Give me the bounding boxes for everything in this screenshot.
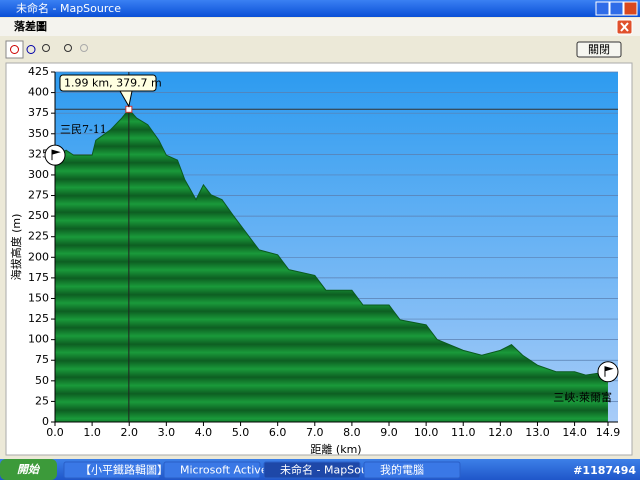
y-tick-label: 150	[28, 291, 49, 304]
x-tick-label: 4.0	[195, 426, 213, 439]
y-tick-label: 225	[28, 230, 49, 243]
x-tick-label: 7.0	[306, 426, 324, 439]
x-axis-label: 距離 (km)	[310, 442, 361, 456]
toolbar	[5, 40, 88, 59]
start-button[interactable]	[0, 459, 57, 480]
x-tick-label: 3.0	[158, 426, 176, 439]
window-titlebar	[0, 0, 640, 17]
taskbar-item-label: 【小平鐵路輯圖】...	[80, 463, 179, 477]
y-tick-label: 100	[28, 333, 49, 346]
tooltip-text: 1.99 km, 379.7 m	[64, 77, 162, 90]
taskbar-item[interactable]	[363, 461, 461, 479]
x-tick-label: 8.0	[343, 426, 361, 439]
taskbar-item[interactable]	[163, 461, 261, 479]
maximize[interactable]	[609, 1, 624, 16]
x-tick-label: 5.0	[232, 426, 250, 439]
dialog-title: 落差圖	[14, 19, 47, 33]
x-tick-label: 11.0	[451, 426, 476, 439]
minimize[interactable]	[595, 1, 610, 16]
y-axis-label: 海拔高度 (m)	[9, 214, 23, 281]
waypoint-label: 三峽:萊爾富	[553, 390, 612, 404]
y-tick-label: 75	[35, 353, 49, 366]
x-tick-label: 13.0	[525, 426, 550, 439]
y-tick-label: 250	[28, 209, 49, 222]
taskbar-item[interactable]	[63, 461, 161, 479]
taskbar-item[interactable]	[263, 461, 361, 479]
taskbar-item-label: 未命名 - MapSource	[280, 463, 385, 477]
waypoint-flag	[44, 144, 66, 166]
y-tick-label: 50	[35, 374, 49, 387]
tool-pan[interactable]	[26, 45, 36, 54]
tool-select[interactable]	[5, 40, 24, 59]
tool-zoom[interactable]	[42, 44, 50, 52]
y-tick-label: 400	[28, 86, 49, 99]
y-tick-label: 350	[28, 127, 49, 140]
tool-zoom-in[interactable]	[64, 44, 72, 52]
y-tick-label: 125	[28, 312, 49, 325]
watermark: #1187494	[573, 464, 636, 477]
window-title: 未命名 - MapSource	[16, 1, 121, 15]
y-tick-label: 0	[42, 415, 49, 428]
x-tick-label: 6.0	[269, 426, 287, 439]
x-tick-label: 9.0	[380, 426, 398, 439]
y-tick-label: 325	[28, 147, 49, 160]
waypoint-label: 三民7-11	[60, 123, 107, 136]
plot: 0 25 50 75 100 125 150 175 200 225 250 275 300 325 350…	[28, 65, 620, 439]
y-tick-label: 25	[35, 394, 49, 407]
close-icon	[620, 22, 629, 32]
taskbar-item-label: 我的電腦	[380, 463, 424, 477]
flag-icon	[51, 149, 61, 161]
tool-icon	[10, 45, 19, 54]
x-tick-label: 14.9	[596, 426, 621, 439]
tooltip-box	[59, 74, 157, 92]
y-tick-label: 200	[28, 250, 49, 263]
y-tick-label: 375	[28, 106, 49, 119]
start-label: 開始	[17, 463, 41, 476]
y-tick-label: 175	[28, 271, 49, 284]
elevation-area	[55, 109, 608, 423]
x-tick-label: 1.0	[83, 426, 101, 439]
y-tick-label: 300	[28, 168, 49, 181]
x-tick-label: 14.0	[562, 426, 587, 439]
x-tick-label: 0.0	[46, 426, 64, 439]
tool-zoom-out[interactable]	[80, 44, 88, 52]
y-tick-label: 425	[28, 65, 49, 78]
close-window[interactable]	[623, 1, 638, 16]
y-tick-label: 275	[28, 189, 49, 202]
flag-icon	[604, 366, 614, 377]
x-tick-label: 10.0	[414, 426, 439, 439]
tooltip-pointer	[119, 90, 133, 108]
x-tick-label: 12.0	[488, 426, 513, 439]
x-tick-label: 2.0	[120, 426, 138, 439]
waypoint-flag	[597, 361, 619, 383]
dialog-titlebar	[0, 18, 640, 36]
close-button-label: 關閉	[588, 43, 610, 56]
close-button[interactable]	[576, 41, 622, 58]
